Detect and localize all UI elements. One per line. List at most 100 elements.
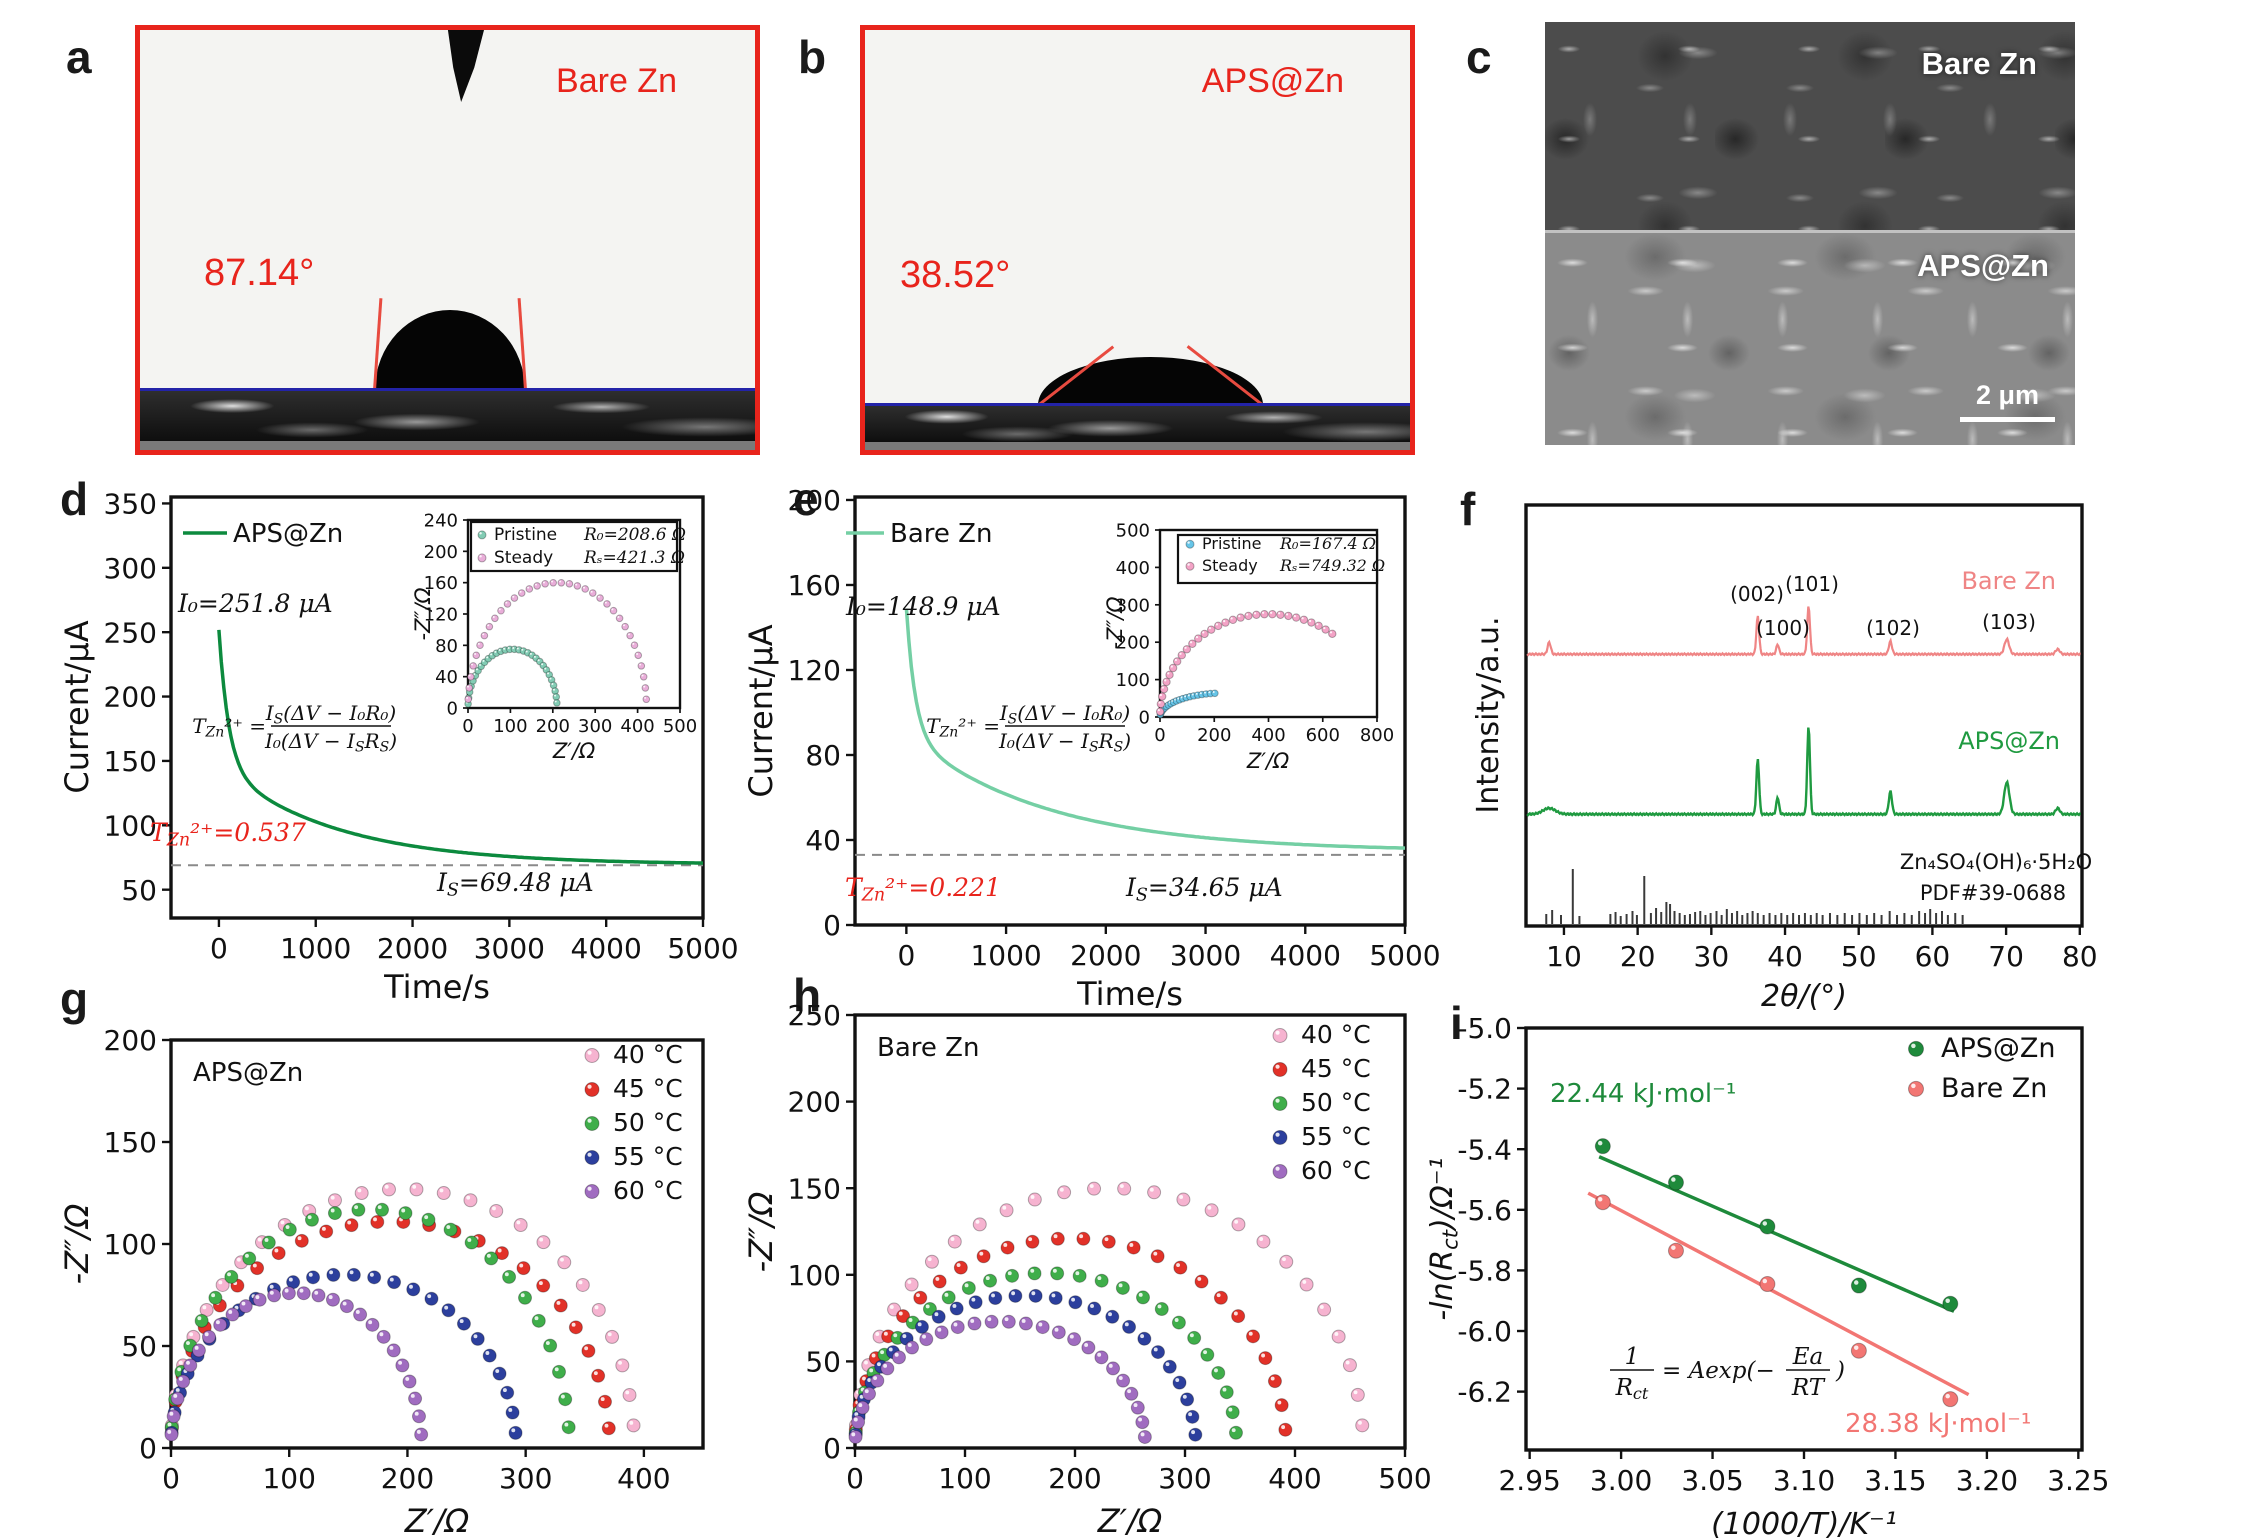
svg-text:100: 100 [104,809,157,842]
sem-bare-zn-image [1545,22,2075,230]
panel-letter-f: f [1460,483,1476,535]
svg-text:100: 100 [493,716,527,737]
substrate-foot-b [865,442,1410,450]
svg-text:I₀(ΔV − IS​RS​): I₀(ΔV − IS​RS​) [998,729,1131,756]
legend: 40 °C 45 °C 50 °C 55 °C 60 °C [584,1040,683,1205]
panel-b-photo: 38.52° APS@Zn [865,30,1410,450]
svg-text:55 °C: 55 °C [1301,1122,1371,1151]
svg-text:400: 400 [1251,725,1285,746]
svg-text:5000: 5000 [1369,939,1440,972]
svg-text:160: 160 [788,569,841,602]
svg-text:(100): (100) [1756,616,1810,640]
svg-text:-Z″/Ω: -Z″/Ω [742,1191,780,1272]
chart-d: 0 1000 2000 3000 4000 50005010015020025030035… [58,488,739,1006]
svg-text:(102): (102) [1866,616,1920,640]
svg-text:200: 200 [1116,633,1150,654]
panel-letter-a: a [66,31,92,83]
svg-text:TZn​²⁺=0.221: TZn​²⁺=0.221 [845,873,1001,906]
sem-label-aps-zn: APS@Zn [1917,248,2049,283]
svg-text:Z′/Ω: Z′/Ω [552,739,595,763]
svg-text:Bare Zn: Bare Zn [1961,567,2056,595]
svg-text:200: 200 [104,681,157,714]
svg-text:200: 200 [381,1462,434,1495]
series-Steady [1155,610,1337,716]
svg-text:5000: 5000 [667,932,738,965]
svg-text:50 °C: 50 °C [1301,1088,1371,1117]
svg-text:Rct​: Rct​ [1615,1375,1649,1403]
svg-text:100: 100 [788,1259,841,1292]
svg-text:150: 150 [104,745,157,778]
svg-text:Ea: Ea [1792,1344,1824,1370]
panel-letter-d: d [60,473,89,525]
svg-text:200: 200 [536,716,570,737]
panel-b-contact-angle: 38.52° APS@Zn [860,25,1415,455]
svg-text:2000: 2000 [1070,939,1141,972]
svg-text:3.10: 3.10 [1773,1464,1835,1497]
svg-text:IS​(ΔV − I₀R₀): IS​(ΔV − I₀R₀) [265,701,396,728]
legend: 40 °C 45 °C 50 °C 55 °C 60 °C [1272,1020,1371,1185]
svg-text:40 °C: 40 °C [1301,1020,1371,1049]
svg-text:PDF#39-0688: PDF#39-0688 [1920,881,2066,905]
series-Steady [464,578,651,704]
svg-text:300: 300 [1158,1462,1211,1495]
scale-bar-text: 2 μm [1975,380,2040,410]
svg-text:80: 80 [2062,940,2098,973]
sem-aps-zn-image [1545,233,2075,445]
svg-text:10: 10 [1546,940,1582,973]
svg-text:400: 400 [617,1462,670,1495]
svg-text:3.00: 3.00 [1590,1464,1652,1497]
svg-text:Z′/Ω: Z′/Ω [1246,749,1289,773]
svg-text:APS@Zn: APS@Zn [193,1058,303,1088]
svg-text:100: 100 [1116,670,1150,691]
svg-text:40: 40 [435,667,458,688]
svg-text:3.05: 3.05 [1681,1464,1743,1497]
svg-text:100: 100 [104,1228,157,1261]
sample-label-a: Bare Zn [556,62,677,100]
svg-text:70: 70 [1988,940,2024,973]
substrate-a [140,391,755,441]
svg-text:1: 1 [1625,1344,1640,1370]
svg-text:-5.2: -5.2 [1457,1073,1512,1106]
svg-text:500: 500 [1116,520,1150,541]
svg-text:250: 250 [104,616,157,649]
series-Pristine [1156,689,1219,719]
svg-text:50: 50 [121,874,157,907]
scale-bar: 2 μm [1960,380,2055,422]
svg-text:250: 250 [788,999,841,1032]
panel-letter-i: i [1450,997,1463,1049]
series-60°C [848,1314,1152,1444]
svg-text:0: 0 [897,939,915,972]
svg-text:28.38 kJ·mol⁻¹: 28.38 kJ·mol⁻¹ [1845,1409,2031,1439]
series-60°C [164,1286,429,1442]
svg-text:60: 60 [1915,940,1951,973]
svg-text:300: 300 [104,552,157,585]
svg-text:IS​=34.65 μA: IS​=34.65 μA [1125,873,1283,906]
svg-text:0: 0 [462,716,473,737]
panel-letter-g: g [60,973,89,1025]
svg-text:Zn₄SO₄(OH)₆·5H₂O: Zn₄SO₄(OH)₆·5H₂O [1900,850,2092,874]
svg-text:2000: 2000 [377,932,448,965]
svg-text:): ) [1835,1358,1845,1384]
svg-text:0: 0 [1154,725,1165,746]
svg-text:500: 500 [1378,1462,1431,1495]
svg-text:40: 40 [805,824,841,857]
svg-text:40 °C: 40 °C [613,1040,683,1069]
svg-text:IS​=69.48 μA: IS​=69.48 μA [436,868,594,901]
svg-text:50: 50 [121,1330,157,1363]
svg-text:TZn​²⁺ =: TZn​²⁺ = [926,714,1000,741]
svg-text:Bare Zn: Bare Zn [1941,1073,2047,1104]
svg-text:2θ/(°): 2θ/(°) [1761,979,1847,1014]
substrate-b [865,406,1410,442]
legend: Pristine Steady R₀=208.6 Ω Rₛ=421.3 Ω [469,520,686,573]
svg-text:-ln(Rct​)/Ω⁻¹: -ln(Rct​)/Ω⁻¹ [1425,1157,1462,1320]
svg-text:Z′/Ω: Z′/Ω [404,1502,470,1540]
svg-text:50: 50 [805,1345,841,1378]
svg-text:Rₛ=749.32 Ω: Rₛ=749.32 Ω [1279,556,1385,575]
svg-text:240: 240 [424,510,458,531]
svg-text:RT: RT [1791,1375,1826,1401]
chart-d-inset: 0 100 200 300 400 500 0 40 80 120 160 200 240 Z′/Ω -Z″… [411,510,697,763]
chart-i: 2.95 3.00 3.05 3.10 3.15 3.20 3.25 -5.0 -5.2 -5.4… [1425,1012,2110,1540]
svg-text:150: 150 [104,1126,157,1159]
svg-text:300: 300 [1116,595,1150,616]
sem-divider [1545,230,2075,233]
